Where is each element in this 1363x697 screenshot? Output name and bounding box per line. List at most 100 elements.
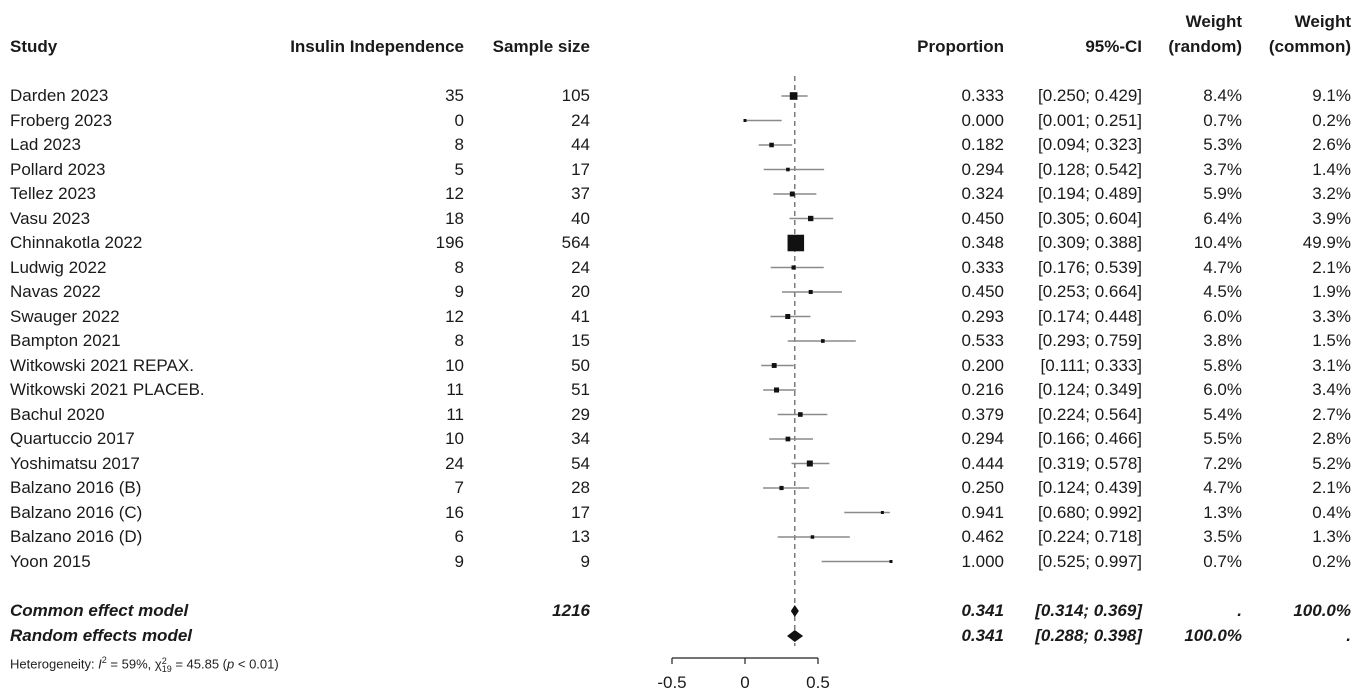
x-tick-label: -0.5 — [657, 673, 686, 692]
study-name: Navas 2022 — [10, 282, 101, 301]
study-ci: [0.224; 0.564] — [1038, 405, 1142, 424]
study-proportion: 0.294 — [961, 429, 1004, 448]
point-estimate-square — [798, 412, 803, 417]
study-ci: [0.166; 0.466] — [1038, 429, 1142, 448]
study-sample-size: 24 — [571, 258, 590, 277]
study-weight-random: 10.4% — [1193, 233, 1242, 252]
study-name: Quartuccio 2017 — [10, 429, 135, 448]
point-estimate-square — [808, 215, 814, 222]
header-sample-size: Sample size — [492, 37, 590, 56]
study-weight-common: 2.6% — [1312, 135, 1351, 154]
study-weight-common: 5.2% — [1312, 454, 1351, 473]
study-weight-common: 2.1% — [1312, 258, 1351, 277]
study-ci: [0.194; 0.489] — [1038, 184, 1142, 203]
study-name: Yoon 2015 — [10, 552, 91, 571]
header-weight-common-2: (common) — [1268, 37, 1351, 56]
study-weight-common: 49.9% — [1302, 233, 1351, 252]
study-weight-random: 3.8% — [1203, 331, 1242, 350]
study-weight-common: 0.4% — [1312, 503, 1351, 522]
study-ci: [0.309; 0.388] — [1038, 233, 1142, 252]
study-sample-size: 34 — [571, 429, 590, 448]
study-sample-size: 17 — [571, 503, 590, 522]
study-sample-size: 9 — [580, 552, 590, 571]
study-events: 196 — [435, 233, 464, 252]
study-weight-random: 4.7% — [1203, 258, 1242, 277]
study-weight-common: 3.9% — [1312, 209, 1351, 228]
study-weight-common: 1.3% — [1312, 527, 1351, 546]
study-weight-common: 3.1% — [1312, 356, 1351, 375]
point-estimate-square — [810, 535, 815, 539]
study-events: 9 — [454, 552, 464, 571]
point-estimate-square — [786, 167, 790, 172]
study-name: Balzano 2016 (D) — [10, 527, 143, 546]
x-tick-label: 0 — [740, 673, 749, 692]
study-weight-common: 0.2% — [1312, 552, 1351, 571]
study-name: Lad 2023 — [10, 135, 81, 154]
study-ci: [0.319; 0.578] — [1038, 454, 1142, 473]
study-proportion: 0.444 — [961, 454, 1004, 473]
random-model-ci: [0.288; 0.398] — [1035, 626, 1142, 645]
het-p-label: p — [227, 656, 235, 672]
study-weight-random: 5.8% — [1203, 356, 1242, 375]
common-model-ci: [0.314; 0.369] — [1035, 601, 1142, 620]
point-estimate-square — [785, 314, 791, 319]
study-name: Darden 2023 — [10, 86, 109, 105]
study-name: Yoshimatsu 2017 — [10, 454, 140, 473]
study-sample-size: 13 — [571, 527, 590, 546]
point-estimate-square — [771, 363, 777, 368]
study-proportion: 0.293 — [961, 307, 1004, 326]
study-weight-random: 5.9% — [1203, 184, 1242, 203]
study-name: Swauger 2022 — [10, 307, 120, 326]
study-events: 9 — [454, 282, 464, 301]
study-proportion: 0.216 — [961, 380, 1004, 399]
study-proportion: 0.000 — [961, 111, 1004, 130]
study-weight-common: 1.4% — [1312, 160, 1351, 179]
point-estimate-square — [774, 387, 780, 393]
study-ci: [0.224; 0.718] — [1038, 527, 1142, 546]
point-estimate-square — [791, 265, 796, 270]
study-sample-size: 29 — [571, 405, 590, 424]
study-proportion: 0.450 — [961, 209, 1004, 228]
random-model-proportion: 0.341 — [961, 626, 1004, 645]
point-estimate-square — [806, 460, 813, 467]
study-proportion: 0.333 — [961, 86, 1004, 105]
point-estimate-square — [743, 119, 747, 122]
x-tick-label: 0.5 — [806, 673, 830, 692]
header-study: Study — [10, 37, 58, 56]
study-weight-random: 4.7% — [1203, 478, 1242, 497]
study-name: Vasu 2023 — [10, 209, 91, 228]
study-events: 11 — [446, 380, 464, 399]
study-proportion: 0.200 — [961, 356, 1004, 375]
study-events: 12 — [445, 184, 464, 203]
study-ci: [0.250; 0.429] — [1038, 86, 1142, 105]
point-estimate-square — [769, 142, 774, 148]
het-i2-label: I — [98, 656, 102, 672]
study-proportion: 0.250 — [961, 478, 1004, 497]
study-sample-size: 40 — [571, 209, 590, 228]
het-prefix: Heterogeneity: — [10, 656, 99, 672]
study-proportion: 0.333 — [961, 258, 1004, 277]
point-estimate-square — [789, 191, 795, 197]
heterogeneity-text: Heterogeneity: I2 = 59%, χ 2 19 = 45.85 (p… — [10, 652, 279, 673]
study-sample-size: 17 — [571, 160, 590, 179]
study-ci: [0.176; 0.539] — [1038, 258, 1142, 277]
study-weight-random: 6.4% — [1203, 209, 1242, 228]
het-chi: χ — [154, 656, 162, 672]
point-estimate-square — [880, 511, 884, 514]
study-proportion: 0.941 — [961, 503, 1004, 522]
study-weight-common: 2.7% — [1312, 405, 1351, 424]
study-events: 18 — [445, 209, 464, 228]
study-weight-random: 0.7% — [1203, 111, 1242, 130]
study-sample-size: 24 — [571, 111, 590, 130]
study-events: 6 — [454, 527, 464, 546]
study-events: 8 — [454, 258, 464, 277]
study-name: Witkowski 2021 REPAX. — [10, 356, 194, 375]
common-model-label: Common effect model — [10, 601, 189, 620]
header-weight-common-1: Weight — [1294, 12, 1351, 31]
study-name: Froberg 2023 — [10, 111, 113, 130]
point-estimate-square — [789, 92, 798, 100]
study-events: 24 — [445, 454, 464, 473]
study-name: Pollard 2023 — [10, 160, 106, 179]
random-model-weight-random: 100.0% — [1184, 626, 1242, 645]
study-weight-common: 1.9% — [1312, 282, 1351, 301]
